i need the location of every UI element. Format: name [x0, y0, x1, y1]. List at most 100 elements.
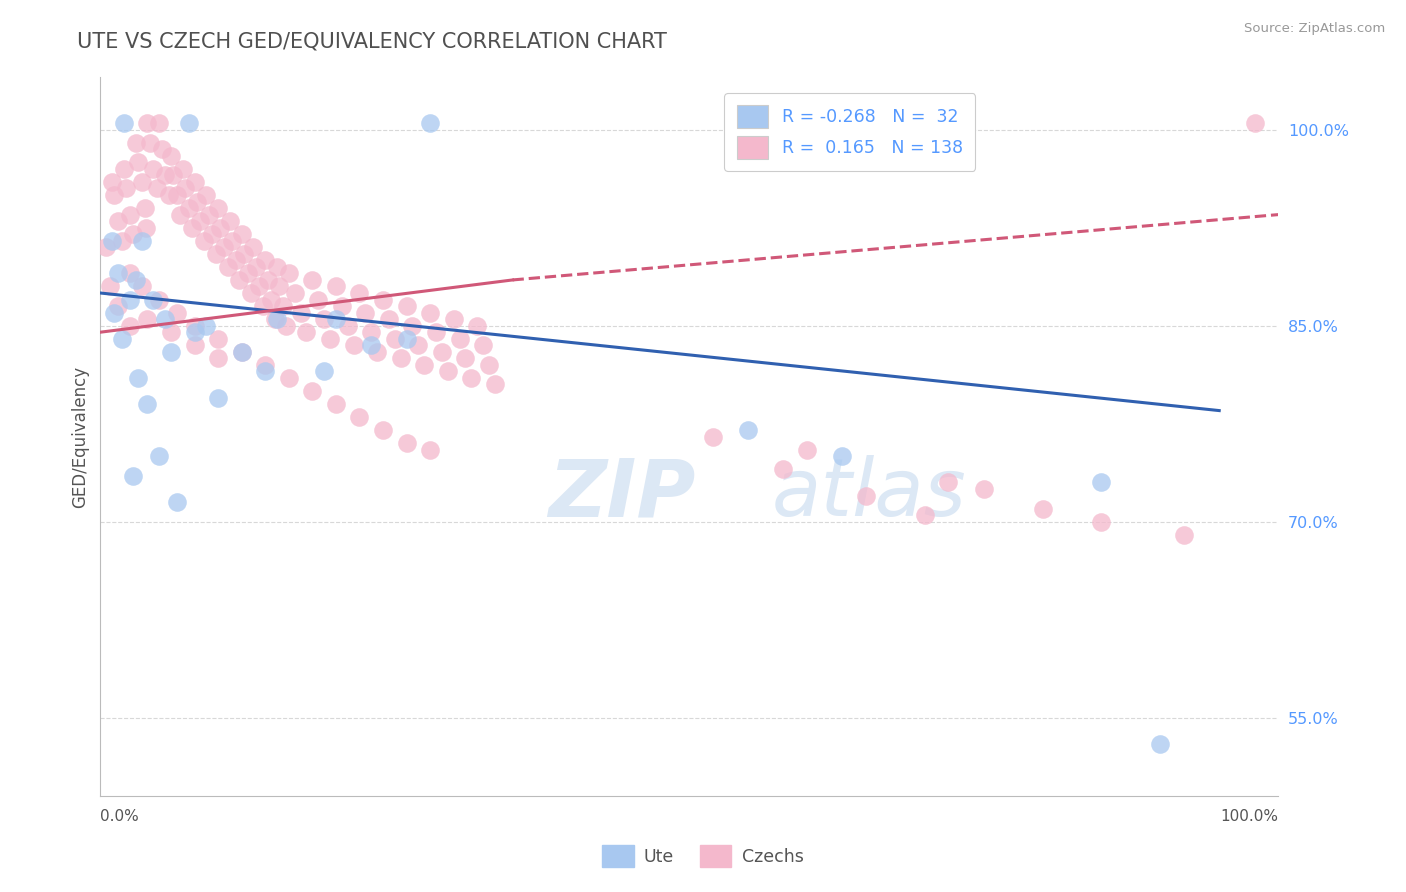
Point — [408, 338, 430, 352]
Point — [118, 318, 141, 333]
Point — [193, 234, 215, 248]
Point — [252, 299, 274, 313]
Text: Source: ZipAtlas.com: Source: ZipAtlas.com — [1244, 22, 1385, 36]
Point — [1031, 501, 1053, 516]
Point — [125, 136, 148, 150]
Point — [855, 489, 877, 503]
Point — [157, 188, 180, 202]
Point — [96, 240, 118, 254]
Point — [472, 338, 495, 352]
Point — [186, 194, 208, 209]
Point — [425, 325, 447, 339]
Point — [110, 234, 132, 248]
Point — [195, 188, 218, 202]
Point — [360, 325, 382, 339]
Point — [349, 410, 371, 425]
Point — [330, 299, 353, 313]
Point — [254, 364, 277, 378]
Point — [207, 332, 229, 346]
Point — [360, 338, 382, 352]
Point — [449, 332, 471, 346]
Point — [98, 279, 121, 293]
Point — [228, 273, 250, 287]
Point — [276, 318, 298, 333]
Point — [413, 358, 436, 372]
Point — [212, 240, 235, 254]
Point — [150, 142, 173, 156]
Point — [118, 293, 141, 307]
Point — [702, 430, 724, 444]
Point — [430, 344, 453, 359]
Point — [384, 332, 406, 346]
Text: ZIP: ZIP — [548, 455, 696, 533]
Point — [478, 358, 501, 372]
Point — [221, 234, 243, 248]
Point — [136, 312, 159, 326]
Legend: R = -0.268   N =  32, R =  0.165   N = 138: R = -0.268 N = 32, R = 0.165 N = 138 — [724, 94, 974, 171]
Point — [231, 344, 253, 359]
Point — [142, 293, 165, 307]
Point — [146, 181, 169, 195]
Point — [233, 247, 256, 261]
Point — [419, 116, 441, 130]
Point — [254, 253, 277, 268]
Point — [395, 436, 418, 450]
Point — [139, 136, 162, 150]
Point — [207, 201, 229, 215]
Text: 0.0%: 0.0% — [100, 809, 139, 824]
Point — [737, 423, 759, 437]
Point — [325, 397, 347, 411]
Point — [197, 208, 219, 222]
Point — [1090, 515, 1112, 529]
Point — [366, 344, 388, 359]
Point — [125, 273, 148, 287]
Point — [314, 364, 336, 378]
Point — [142, 161, 165, 176]
Point — [169, 208, 191, 222]
Point — [395, 332, 418, 346]
Point — [166, 305, 188, 319]
Point — [131, 175, 153, 189]
Point — [148, 116, 170, 130]
Point — [349, 285, 371, 300]
Point — [207, 391, 229, 405]
Point — [153, 312, 176, 326]
Point — [107, 214, 129, 228]
Point — [136, 397, 159, 411]
Legend: Ute, Czechs: Ute, Czechs — [595, 838, 811, 874]
Point — [112, 161, 135, 176]
Text: 100.0%: 100.0% — [1220, 809, 1278, 824]
Point — [277, 267, 299, 281]
Point — [401, 318, 423, 333]
Point — [160, 325, 183, 339]
Point — [263, 312, 285, 326]
Point — [148, 450, 170, 464]
Point — [110, 332, 132, 346]
Point — [204, 247, 226, 261]
Point — [454, 351, 477, 366]
Point — [465, 318, 488, 333]
Point — [209, 220, 232, 235]
Point — [484, 377, 506, 392]
Point — [290, 305, 312, 319]
Point — [172, 161, 194, 176]
Point — [256, 273, 278, 287]
Point — [103, 305, 125, 319]
Point — [131, 234, 153, 248]
Point — [190, 214, 212, 228]
Point — [336, 318, 359, 333]
Point — [301, 273, 323, 287]
Point — [183, 318, 205, 333]
Point — [101, 234, 124, 248]
Point — [245, 260, 267, 274]
Point — [183, 338, 205, 352]
Point — [135, 220, 157, 235]
Point — [325, 279, 347, 293]
Point — [325, 312, 347, 326]
Point — [419, 442, 441, 457]
Point — [314, 312, 336, 326]
Point — [419, 305, 441, 319]
Point — [240, 285, 263, 300]
Y-axis label: GED/Equivalency: GED/Equivalency — [72, 366, 89, 508]
Point — [107, 299, 129, 313]
